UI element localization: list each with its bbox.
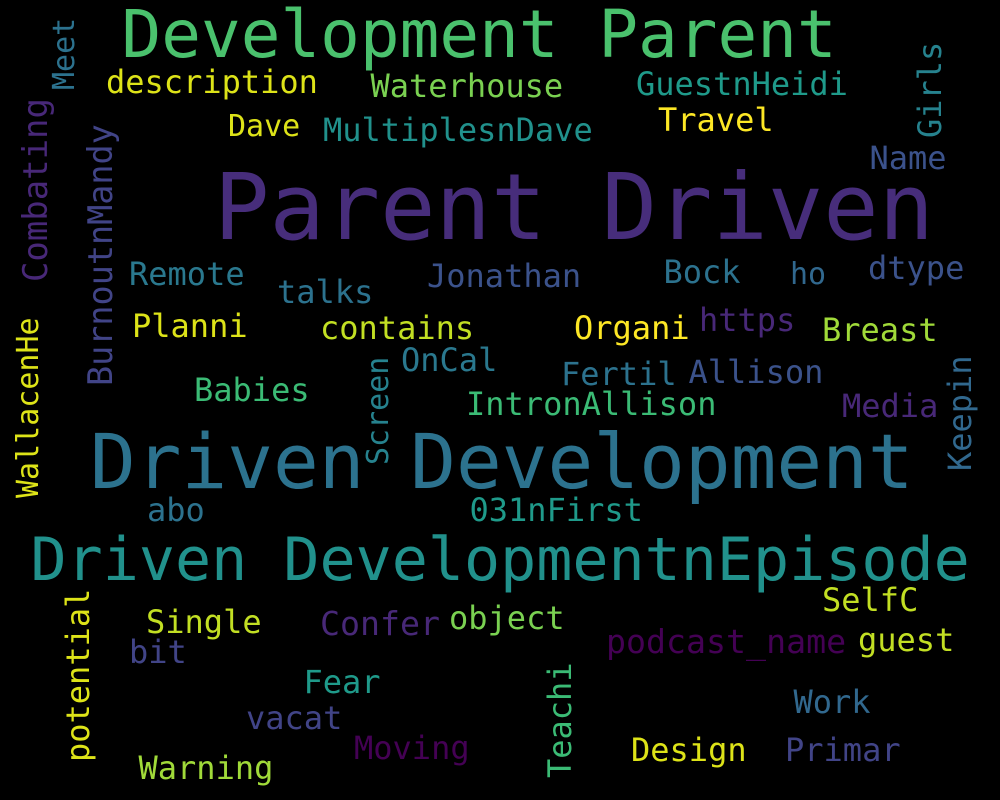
word-talks: talks <box>277 273 374 311</box>
word-driven-developmentnepisode: Driven DevelopmentnEpisode <box>30 525 970 595</box>
word-abo: abo <box>147 491 205 529</box>
word-waterhouse: Waterhouse <box>370 67 564 105</box>
word-ho: ho <box>790 257 827 292</box>
word-wallacenhe: WallacenHe <box>11 316 46 498</box>
word-meet: Meet <box>47 17 82 90</box>
word-allison: Allison <box>688 353 824 391</box>
word-primar: Primar <box>785 731 901 769</box>
word-dave: Dave <box>228 109 301 144</box>
word-dtype: dtype <box>868 249 965 287</box>
word-podcast-name: podcast_name <box>606 621 847 661</box>
word-single: Single <box>146 603 262 641</box>
word-contains: contains <box>320 309 475 347</box>
word-guestnheidi: GuestnHeidi <box>636 65 848 103</box>
word-vacat: vacat <box>246 699 343 737</box>
word-oncal: OnCal <box>401 341 498 379</box>
word-selfc: SelfC <box>822 581 919 619</box>
word-work: Work <box>793 683 871 721</box>
word-fear: Fear <box>303 663 381 701</box>
word-intronallison: IntronAllison <box>466 385 717 423</box>
word-travel: Travel <box>658 101 774 139</box>
word-parent-driven: Parent Driven <box>214 154 935 261</box>
word-moving: Moving <box>354 729 470 767</box>
word-media: Media <box>842 387 939 425</box>
word-girls: Girls <box>911 41 949 138</box>
word-bit: bit <box>129 633 187 671</box>
word-combating: Combating <box>16 98 56 282</box>
word-organi: Organi <box>574 309 690 347</box>
word-031nfirst: 031nFirst <box>469 491 643 529</box>
word-keepin: Keepin <box>941 355 979 471</box>
word-development-parent: Development Parent <box>121 0 837 73</box>
word-babies: Babies <box>194 371 310 409</box>
word-planni: Planni <box>132 307 248 345</box>
word-potential: potential <box>59 588 97 762</box>
word-burnoutnmandy: BurnoutnMandy <box>80 124 120 386</box>
word-description: description <box>106 63 318 101</box>
word-https: https <box>699 301 796 339</box>
word-jonathan: Jonathan <box>427 257 582 295</box>
word-object: object <box>449 599 565 637</box>
word-driven-development: Driven Development <box>90 417 914 506</box>
word-breast: Breast <box>822 311 938 349</box>
word-warning: Warning <box>138 749 274 787</box>
word-multiplesndave: MultiplesnDave <box>323 111 593 149</box>
word-teachi: Teachi <box>541 662 579 778</box>
word-name: Name <box>869 139 947 177</box>
word-design: Design <box>631 731 747 769</box>
word-screen: Screen <box>361 356 396 465</box>
word-bock: Bock <box>663 253 741 291</box>
word-remote: Remote <box>129 255 245 293</box>
word-guest: guest <box>858 621 955 659</box>
word-fertil: Fertil <box>561 355 677 393</box>
word-confer: Confer <box>320 603 441 643</box>
